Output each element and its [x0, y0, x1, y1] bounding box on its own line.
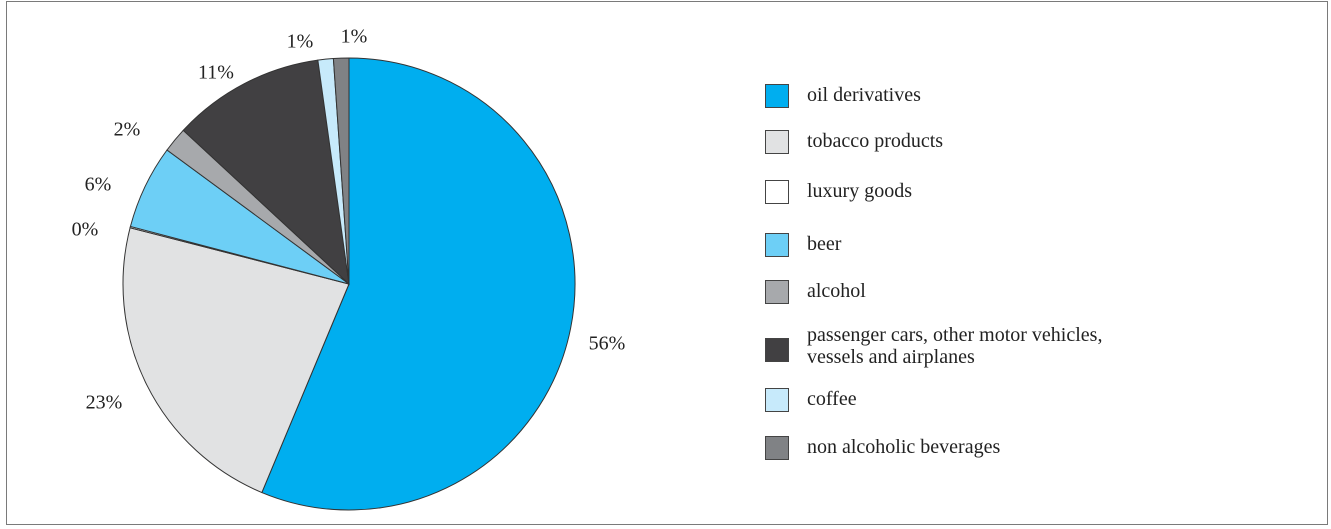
slice-value-label: 11%: [198, 62, 234, 85]
legend-label: alcohol: [807, 280, 866, 302]
legend-label: non alcoholic beverages: [807, 436, 1000, 458]
legend-swatch: [765, 130, 789, 154]
legend-swatch: [765, 280, 789, 304]
legend-swatch: [765, 338, 789, 362]
legend-swatch: [765, 388, 789, 412]
slice-value-label: 0%: [72, 219, 99, 242]
slice-value-label: 56%: [589, 333, 626, 356]
pie-slices: [123, 58, 575, 510]
legend-swatch: [765, 233, 789, 257]
legend-label: coffee: [807, 388, 857, 410]
legend-label: luxury goods: [807, 180, 912, 202]
legend-swatch: [765, 436, 789, 460]
legend-label: passenger cars, other motor vehicles, ves…: [807, 324, 1227, 368]
legend-label: oil derivatives: [807, 84, 921, 106]
slice-value-label: 2%: [114, 119, 141, 142]
legend-swatch: [765, 180, 789, 204]
legend-swatch: [765, 84, 789, 108]
legend-label: tobacco products: [807, 130, 943, 152]
slice-value-label: 1%: [287, 31, 314, 54]
legend-label: beer: [807, 233, 841, 255]
slice-value-label: 1%: [341, 26, 368, 49]
slice-value-label: 23%: [86, 392, 123, 415]
slice-value-label: 6%: [85, 174, 112, 197]
